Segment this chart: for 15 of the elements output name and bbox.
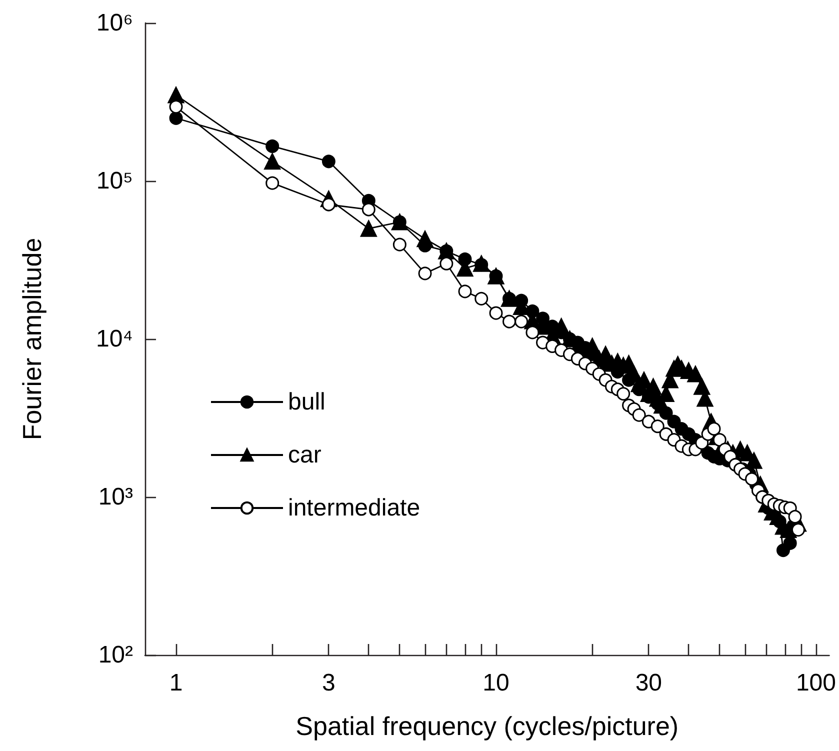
legend-label: bull bbox=[288, 388, 326, 416]
x-tick-label: 3 bbox=[322, 670, 336, 696]
y-tick-label: 10⁶ bbox=[96, 10, 133, 36]
y-tick-label: 10³ bbox=[98, 484, 134, 510]
legend-label: intermediate bbox=[288, 494, 420, 522]
y-tick-label: 10² bbox=[98, 642, 134, 668]
x-axis-title: Spatial frequency (cycles/picture) bbox=[296, 711, 679, 741]
x-tick-label: 10 bbox=[482, 670, 510, 696]
y-tick-label: 10⁴ bbox=[96, 326, 133, 352]
y-axis-title: Fourier amplitude bbox=[17, 238, 47, 440]
legend-label: car bbox=[288, 442, 322, 468]
x-tick-label: 1 bbox=[169, 670, 183, 696]
y-tick-label: 10⁵ bbox=[96, 168, 133, 194]
x-tick-label: 100 bbox=[796, 670, 836, 696]
x-tick-label: 30 bbox=[635, 670, 662, 696]
